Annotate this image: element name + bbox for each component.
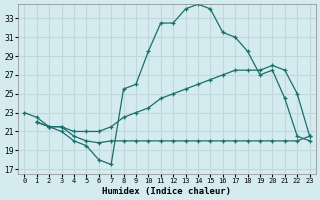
X-axis label: Humidex (Indice chaleur): Humidex (Indice chaleur) [102,187,231,196]
